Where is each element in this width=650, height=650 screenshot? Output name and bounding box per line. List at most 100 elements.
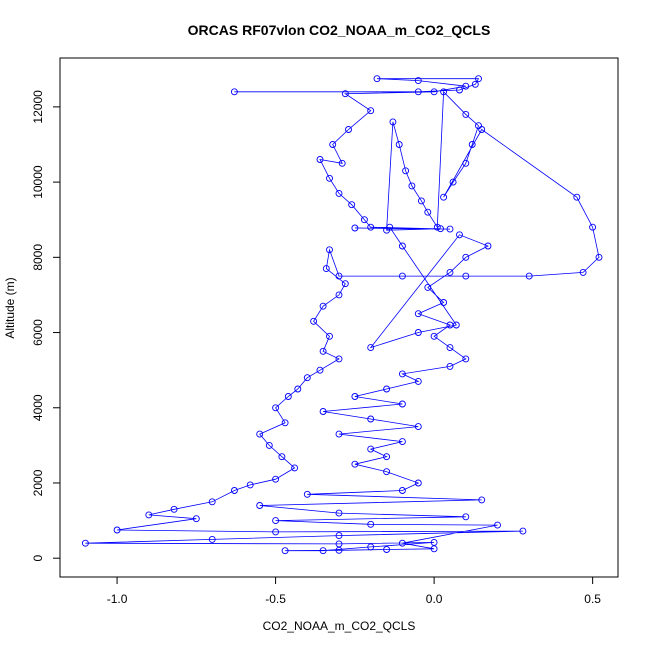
data-point	[462, 253, 470, 261]
data-point	[322, 265, 330, 273]
data-point	[398, 400, 406, 408]
data-point	[145, 511, 153, 519]
data-point	[338, 159, 346, 167]
data-point	[348, 201, 356, 209]
data-point	[335, 509, 343, 517]
data-point	[310, 317, 318, 325]
x-axis: -1.0 -0.5 0.0 0.5	[107, 577, 601, 606]
data-point	[414, 310, 422, 318]
data-point	[351, 460, 359, 468]
x-tick-label: -1.0	[107, 592, 128, 606]
data-point	[265, 441, 273, 449]
data-point	[462, 513, 470, 521]
data-point	[329, 141, 337, 148]
plot-frame	[59, 57, 619, 578]
data-point	[230, 487, 238, 494]
data-point	[446, 268, 454, 276]
data-point	[430, 332, 438, 340]
data-point	[284, 393, 292, 400]
data-point	[440, 88, 448, 96]
data-point	[398, 438, 406, 446]
data-point	[335, 272, 343, 280]
data-point	[462, 110, 470, 118]
data-point	[573, 193, 581, 201]
data-point	[579, 268, 587, 276]
data-point	[335, 532, 343, 540]
data-point	[456, 86, 463, 94]
data-point	[367, 415, 375, 423]
y-tick-label: 10000	[31, 165, 45, 199]
data-point	[326, 174, 333, 182]
data-point	[272, 404, 280, 412]
data-point	[468, 141, 476, 148]
x-axis-label: CO2_NOAA_m_CO2_QCLS	[263, 619, 416, 633]
data-point	[335, 546, 343, 554]
data-point	[462, 272, 470, 280]
data-point	[383, 453, 391, 461]
data-point	[113, 526, 121, 534]
data-point	[398, 242, 406, 250]
data-point	[389, 118, 397, 126]
data-point	[471, 80, 479, 88]
data-point	[414, 377, 422, 385]
data-point	[281, 419, 289, 427]
data-point	[256, 430, 264, 438]
data-point	[230, 88, 238, 96]
data-point	[414, 77, 422, 85]
x-tick-label: 0.5	[584, 592, 601, 606]
data-point	[478, 496, 486, 504]
data-point	[383, 546, 391, 553]
series-line	[85, 78, 600, 552]
data-point	[414, 88, 422, 96]
data-point	[360, 216, 368, 224]
data-point	[367, 520, 375, 528]
data-series	[81, 75, 603, 555]
data-point	[424, 208, 432, 216]
data-point	[484, 242, 492, 250]
data-point	[446, 344, 454, 352]
data-point	[303, 374, 311, 382]
data-point	[402, 167, 410, 175]
data-point	[449, 178, 457, 186]
data-point	[335, 291, 343, 299]
data-point	[316, 156, 324, 163]
data-point	[373, 75, 381, 83]
data-point	[367, 107, 375, 115]
data-point	[335, 355, 343, 363]
data-point	[272, 517, 280, 525]
y-tick-label: 4000	[31, 394, 45, 421]
data-point	[367, 344, 375, 352]
data-point	[341, 90, 349, 98]
data-point	[256, 502, 264, 509]
data-point	[462, 355, 470, 363]
data-point	[278, 453, 286, 461]
data-point	[319, 347, 327, 355]
data-point	[319, 302, 327, 310]
y-axis: 0 2000 4000 6000 8000 10000 12000	[31, 90, 60, 562]
data-point	[319, 547, 327, 555]
data-point	[351, 224, 359, 232]
data-point	[272, 475, 280, 483]
data-point	[246, 481, 254, 489]
data-point	[341, 280, 349, 288]
data-point	[398, 272, 406, 280]
data-point	[294, 385, 302, 393]
data-point	[383, 468, 391, 476]
data-point	[326, 332, 333, 340]
data-point	[335, 189, 343, 197]
x-tick-label: 0.0	[426, 592, 443, 606]
data-point	[170, 505, 178, 513]
y-tick-label: 12000	[31, 90, 45, 124]
data-point	[395, 141, 403, 148]
data-point	[386, 223, 394, 231]
data-point	[303, 490, 311, 498]
data-point	[272, 528, 280, 536]
y-tick-label: 6000	[31, 319, 45, 346]
data-point	[398, 539, 406, 547]
data-point	[433, 223, 441, 231]
data-point	[525, 272, 533, 280]
data-point	[208, 535, 216, 543]
data-point	[367, 445, 375, 453]
data-point	[81, 539, 89, 547]
